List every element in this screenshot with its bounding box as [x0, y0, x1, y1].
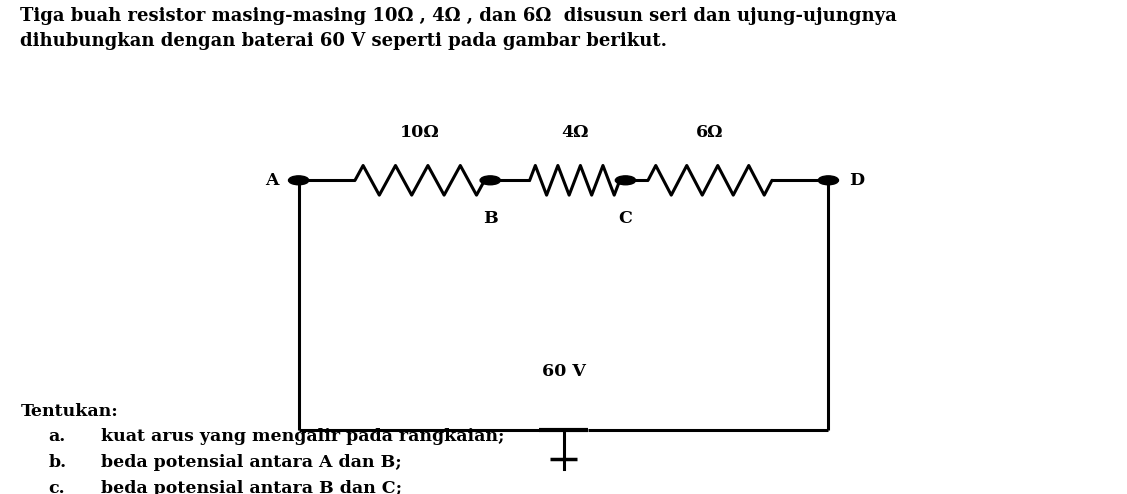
Text: 6Ω: 6Ω	[696, 124, 724, 141]
Circle shape	[289, 176, 309, 185]
Text: A: A	[265, 172, 278, 189]
Text: Tiga buah resistor masing-masing 10Ω , 4Ω , dan 6Ω  disusun seri dan ujung-ujung: Tiga buah resistor masing-masing 10Ω , 4…	[20, 7, 897, 25]
Circle shape	[480, 176, 500, 185]
Text: b.: b.	[48, 454, 66, 471]
Text: c.: c.	[48, 480, 65, 494]
Text: C: C	[619, 210, 632, 227]
Text: beda potensial antara B dan C;: beda potensial antara B dan C;	[101, 480, 402, 494]
Text: B: B	[482, 210, 498, 227]
Circle shape	[818, 176, 838, 185]
Text: beda potensial antara A dan B;: beda potensial antara A dan B;	[101, 454, 402, 471]
Text: D: D	[849, 172, 863, 189]
Text: dihubungkan dengan baterai 60 V seperti pada gambar berikut.: dihubungkan dengan baterai 60 V seperti …	[20, 32, 667, 50]
Text: a.: a.	[48, 428, 65, 445]
Circle shape	[615, 176, 636, 185]
Text: Tentukan:: Tentukan:	[20, 403, 118, 419]
Text: kuat arus yang mengalir pada rangkaian;: kuat arus yang mengalir pada rangkaian;	[101, 428, 505, 445]
Text: 60 V: 60 V	[542, 364, 585, 380]
Text: 4Ω: 4Ω	[561, 124, 588, 141]
Text: 10Ω: 10Ω	[400, 124, 440, 141]
